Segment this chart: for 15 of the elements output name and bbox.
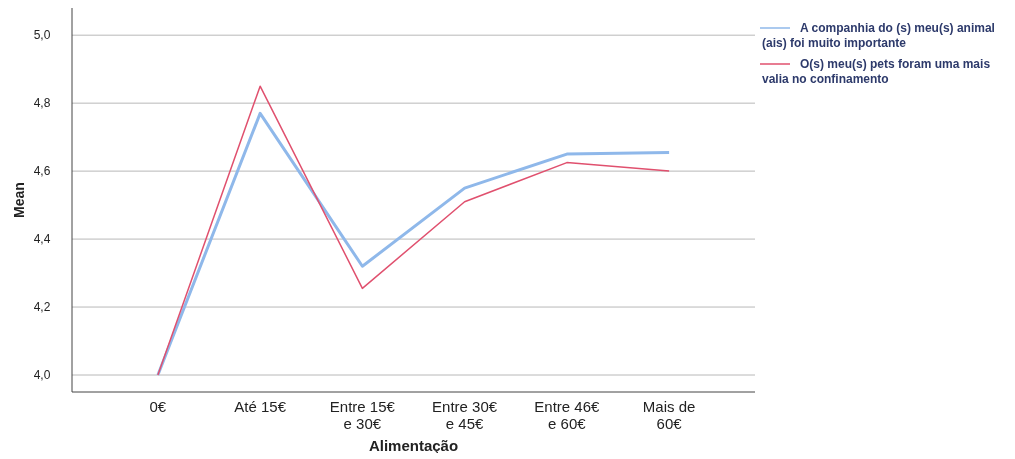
legend-label: O(s) meu(s) pets foram uma mais valia no confinamento: [762, 57, 991, 86]
y-tick-label: 5,0: [33, 28, 51, 43]
x-tick-label: Até 15€: [234, 398, 287, 415]
legend-label: A companhia do (s) meu(s) animal (ais) foi muito importante: [762, 21, 995, 50]
y-tick-label: 4,2: [33, 300, 51, 315]
x-tick-label: Entre 46€ e 60€: [534, 398, 601, 432]
x-tick-label: Entre 15€ e 30€: [329, 398, 396, 432]
x-tick-label: Mais de 60€: [642, 398, 696, 432]
y-tick-label: 4,8: [33, 96, 51, 111]
x-tick-label: 0€: [149, 398, 167, 415]
y-tick-label: 4,0: [33, 368, 51, 383]
y-tick-label: 4,4: [33, 232, 51, 247]
y-axis-title: Mean: [11, 182, 27, 218]
x-tick-label: Entre 30€ e 45€: [432, 398, 498, 432]
y-tick-label: 4,6: [33, 164, 51, 179]
